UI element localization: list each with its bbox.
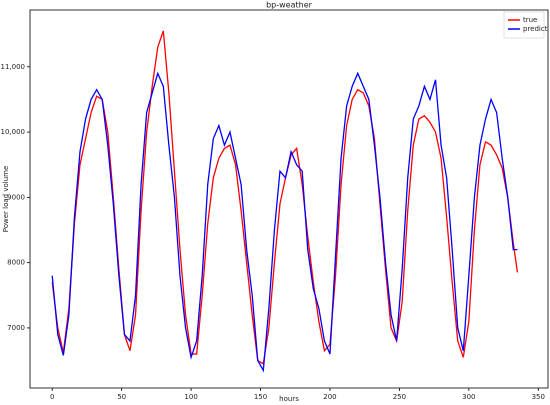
x-tick-label: 150 [254, 393, 267, 401]
series-line [51, 71, 518, 373]
x-tick-label: 350 [532, 393, 545, 401]
legend-label: true [523, 16, 537, 24]
x-tick-label: 250 [393, 393, 406, 401]
plot-frame [29, 9, 549, 389]
y-axis-label: Power load volume [2, 166, 10, 233]
x-axis-label: hours [279, 395, 299, 403]
y-tick-label: 7000 [7, 324, 25, 332]
chart-title: bp-weather [266, 1, 313, 10]
legend-box [503, 11, 545, 39]
x-tick-label: 200 [323, 393, 336, 401]
y-tick-label: 11,000 [1, 63, 26, 71]
y-tick-label: 10,000 [1, 128, 26, 136]
x-tick-label: 300 [462, 393, 475, 401]
x-tick-label: 100 [184, 393, 197, 401]
x-tick-label: 50 [117, 393, 126, 401]
y-tick-label: 8000 [7, 259, 25, 267]
legend-label: predict [523, 25, 548, 33]
x-tick-label: 0 [50, 393, 54, 401]
y-tick-label: 9000 [7, 193, 25, 201]
